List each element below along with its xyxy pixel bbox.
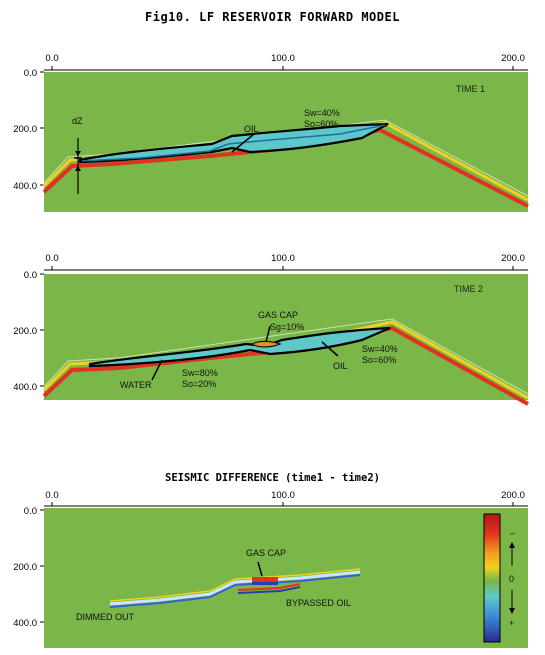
gas-cap-pointer — [265, 325, 271, 343]
so-oil-label: So=60% — [362, 355, 396, 365]
dimmed-out-label: DIMMED OUT — [76, 612, 134, 622]
panel-time1-svg: 0.0 100.0 200.0 0.0 200.0 400.0 dZ — [13, 53, 529, 212]
so-water-label: So=20% — [182, 379, 216, 389]
gas-cap-zone — [251, 340, 282, 348]
water-label: WATER — [120, 380, 152, 390]
y-tick-label: 0.0 — [24, 506, 37, 517]
difference-anomaly — [109, 568, 361, 608]
colorbar-scale: – 0 + — [509, 528, 515, 628]
bypassed-oil-label: BYPASSED OIL — [286, 598, 351, 608]
y-tick-label: 400.0 — [13, 382, 37, 393]
time-label: TIME 2 — [454, 284, 483, 294]
panel-time2: 0.0 100.0 200.0 0.0 200.0 400.0 GAS CAP … — [0, 248, 545, 418]
panel-time1: 0.0 100.0 200.0 0.0 200.0 400.0 dZ — [0, 48, 545, 218]
reservoir-body — [88, 326, 391, 368]
x-ticks: 0.0 100.0 200.0 — [45, 53, 525, 70]
y-tick-label: 0.0 — [24, 68, 37, 79]
y-tick-label: 400.0 — [13, 618, 37, 629]
difference-title: SEISMIC DIFFERENCE (time1 - time2) — [165, 472, 380, 484]
x-ticks: 0.0 100.0 200.0 — [45, 490, 525, 506]
y-tick-label: 0.0 — [24, 270, 37, 281]
panel-time2-svg: 0.0 100.0 200.0 0.0 200.0 400.0 GAS CAP … — [13, 253, 529, 406]
gas-cap-pointer — [257, 561, 263, 577]
sw-label: Sw=40% — [304, 108, 340, 118]
x-ticks: 0.0 100.0 200.0 — [45, 253, 525, 270]
y-tick-label: 400.0 — [13, 181, 37, 192]
panel-difference: 0.0 100.0 200.0 0.0 200.0 400.0 GAS CAP … — [0, 486, 545, 655]
water-pointer — [151, 359, 163, 381]
oil-label: OIL — [244, 124, 259, 134]
figure-title: Fig10. LF RESERVOIR FORWARD MODEL — [145, 10, 400, 24]
x-tick-label: 100.0 — [271, 53, 295, 64]
y-tick-label: 200.0 — [13, 124, 37, 135]
dz-marker: dZ — [72, 116, 83, 194]
x-tick-label: 200.0 — [501, 490, 525, 501]
colorbar-zero-label: 0 — [509, 574, 514, 584]
y-ticks: 0.0 200.0 400.0 — [13, 506, 44, 629]
oil-pointer — [321, 341, 339, 357]
x-tick-label: 0.0 — [45, 490, 58, 501]
dz-label: dZ — [72, 116, 83, 126]
y-tick-label: 200.0 — [13, 326, 37, 337]
reservoir-inner-line — [81, 124, 386, 162]
y-ticks: 0.0 200.0 400.0 — [13, 68, 44, 192]
panel-difference-svg: 0.0 100.0 200.0 0.0 200.0 400.0 GAS CAP … — [13, 490, 528, 648]
oil-label: OIL — [333, 361, 348, 371]
so-label: So=60% — [304, 119, 338, 129]
y-ticks: 0.0 200.0 400.0 — [13, 270, 44, 393]
colorbar — [483, 513, 501, 643]
gas-sg-label: Sg=10% — [270, 322, 304, 332]
time-label: TIME 1 — [456, 84, 485, 94]
colorbar-plus-label: + — [509, 618, 514, 628]
x-tick-label: 200.0 — [501, 53, 525, 64]
oil-pointer — [231, 133, 255, 153]
gas-cap-label: GAS CAP — [246, 548, 286, 558]
sw-water-label: Sw=80% — [182, 368, 218, 378]
y-tick-label: 200.0 — [13, 562, 37, 573]
x-tick-label: 200.0 — [501, 253, 525, 264]
colorbar-minus-label: – — [510, 528, 515, 538]
seismic-background — [44, 274, 528, 400]
sw-oil-label: Sw=40% — [362, 344, 398, 354]
x-tick-label: 100.0 — [271, 253, 295, 264]
x-tick-label: 0.0 — [45, 253, 58, 264]
x-tick-label: 0.0 — [45, 53, 58, 64]
x-tick-label: 100.0 — [271, 490, 295, 501]
gas-cap-label: GAS CAP — [258, 310, 298, 320]
